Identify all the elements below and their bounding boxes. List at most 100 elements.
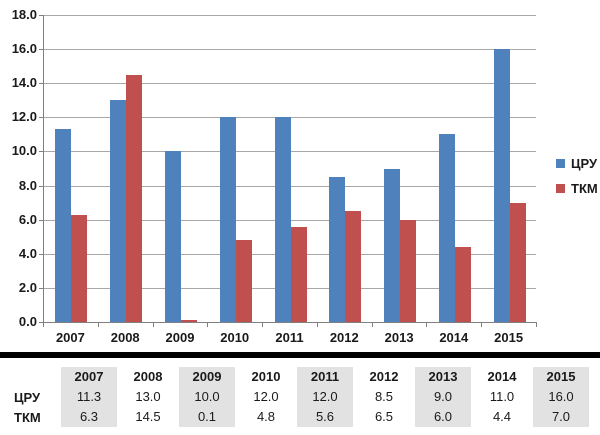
legend-swatch-blue-icon [556, 158, 565, 168]
table-row-label: ЦРУ [14, 389, 41, 405]
table-cell: 7.0 [533, 407, 589, 427]
table-header-cell: 2013 [415, 367, 471, 387]
table-header-row: 2007 2008 2009 2010 2011 2012 2013 2014 2015 [0, 367, 600, 387]
gridline [43, 49, 536, 51]
gridline [43, 83, 536, 85]
table-cell: 6.3 [61, 407, 117, 427]
x-axis-tick-label: 2008 [110, 330, 140, 345]
table-cell: 14.5 [135, 409, 161, 424]
bar-ЦРУ-2009 [164, 151, 181, 322]
x-axis-tick [426, 322, 428, 327]
y-axis-tick [39, 185, 44, 187]
bar-chart: 2007 2008 2009 2010 2011 2012 2013 2014 2015 ЦРУ… [11, 7, 598, 348]
x-axis-tick-label: 2007 [55, 330, 85, 345]
y-axis-tick [39, 15, 44, 16]
bar-ЦРУ-2011 [274, 117, 291, 322]
bar-ЦРУ-2015 [493, 49, 510, 322]
table-row-label: ТКМ [14, 409, 41, 425]
table-cell: 5.6 [297, 407, 353, 427]
legend-item: ТКМ [556, 179, 598, 197]
table-cell: 13.0 [135, 389, 161, 404]
y-axis-tick [39, 83, 44, 85]
table-header-cell: 2015 [533, 367, 589, 387]
y-axis-line [43, 15, 44, 323]
legend-label: ТКМ [571, 180, 598, 196]
divider-bar [0, 352, 600, 358]
x-axis-tick-label: 2014 [439, 330, 469, 345]
x-axis-tick [43, 322, 44, 327]
bar-ЦРУ-2007 [55, 129, 72, 322]
y-axis-tick [39, 151, 44, 153]
x-axis-tick [481, 322, 483, 327]
table-header-cell: 2011 [297, 367, 353, 387]
table-header-cell: 2007 [61, 367, 117, 387]
y-axis-tick-label: 16.0 [11, 41, 37, 57]
legend-label: ЦРУ [571, 155, 598, 171]
data-table: 2007 2008 2009 2010 2011 2012 2013 2014 2015 ЦРУ 1… [0, 367, 600, 427]
bar-ТКМ-2014 [454, 247, 471, 322]
x-axis-tick-label: 2009 [165, 330, 195, 345]
x-axis-tick-label: 2013 [384, 330, 414, 345]
chart-legend: ЦРУ ТКМ [556, 154, 598, 204]
bar-ТКМ-2010 [235, 240, 252, 322]
gridline [43, 15, 536, 16]
legend-item: ЦРУ [556, 154, 598, 172]
table-header-cell: 2012 [369, 369, 399, 384]
y-axis-tick [39, 49, 44, 51]
bar-ЦРУ-2014 [438, 134, 455, 322]
table-header-cell: 2008 [133, 369, 163, 384]
table-header-cell: 2010 [251, 369, 281, 384]
bar-ЦРУ-2010 [219, 117, 236, 322]
bar-ТКМ-2012 [345, 211, 362, 322]
y-axis-tick-label: 10.0 [11, 143, 37, 159]
bar-ТКМ-2009 [180, 320, 197, 322]
y-axis-tick-label: 14.0 [11, 75, 37, 91]
x-axis-tick [262, 322, 264, 327]
y-axis-tick-label: 6.0 [18, 211, 37, 227]
x-axis-tick-label: 2010 [220, 330, 250, 345]
bar-ТКМ-2007 [71, 214, 88, 322]
table-cell: 11.0 [489, 389, 515, 404]
table-cell: 16.0 [533, 387, 589, 407]
table-cell: 12.0 [297, 387, 353, 407]
y-axis-tick [39, 219, 44, 221]
x-axis-tick [207, 322, 209, 327]
x-axis-tick [371, 322, 373, 327]
table-cell: 8.5 [374, 389, 394, 404]
y-axis-tick-label: 4.0 [18, 245, 37, 261]
y-axis-tick-label: 12.0 [11, 109, 37, 125]
y-axis-tick-label: 18.0 [11, 7, 37, 22]
x-axis-tick [536, 322, 537, 327]
bar-ТКМ-2008 [126, 74, 143, 322]
table-cell: 6.0 [415, 407, 471, 427]
y-axis-tick [39, 322, 44, 323]
table-header-cell: 2009 [179, 367, 235, 387]
table-header-cell: 2014 [487, 369, 517, 384]
x-axis-tick [152, 322, 154, 327]
bar-ТКМ-2011 [290, 226, 307, 322]
x-axis-tick-label: 2011 [275, 330, 304, 345]
table-row: ТКМ 6.3 14.5 0.1 4.8 5.6 6.5 6.0 4.4 7.0 [0, 407, 600, 427]
y-axis-tick [39, 253, 44, 255]
x-axis-tick-label: 2015 [494, 330, 524, 345]
table-cell: 6.5 [374, 409, 394, 424]
table-cell: 4.4 [492, 409, 512, 424]
y-axis-tick-label: 8.0 [18, 177, 37, 193]
table-cell: 9.0 [415, 387, 471, 407]
table-cell: 11.3 [61, 387, 117, 407]
x-axis-tick-label: 2012 [329, 330, 359, 345]
table-cell: 12.0 [253, 389, 279, 404]
legend-swatch-red-icon [556, 183, 565, 193]
table-cell: 4.8 [256, 409, 276, 424]
bar-ЦРУ-2008 [110, 100, 127, 322]
x-axis-labels: 2007 2008 2009 2010 2011 2012 2013 2014 2015 [43, 330, 536, 348]
x-axis-line [43, 322, 537, 323]
bar-ЦРУ-2013 [384, 168, 401, 322]
y-axis-tick [39, 117, 44, 119]
x-axis-tick [97, 322, 99, 327]
bar-ЦРУ-2012 [329, 177, 346, 322]
bar-ТКМ-2015 [509, 202, 526, 322]
y-axis-tick-label: 2.0 [18, 279, 37, 295]
table-cell: 0.1 [179, 407, 235, 427]
